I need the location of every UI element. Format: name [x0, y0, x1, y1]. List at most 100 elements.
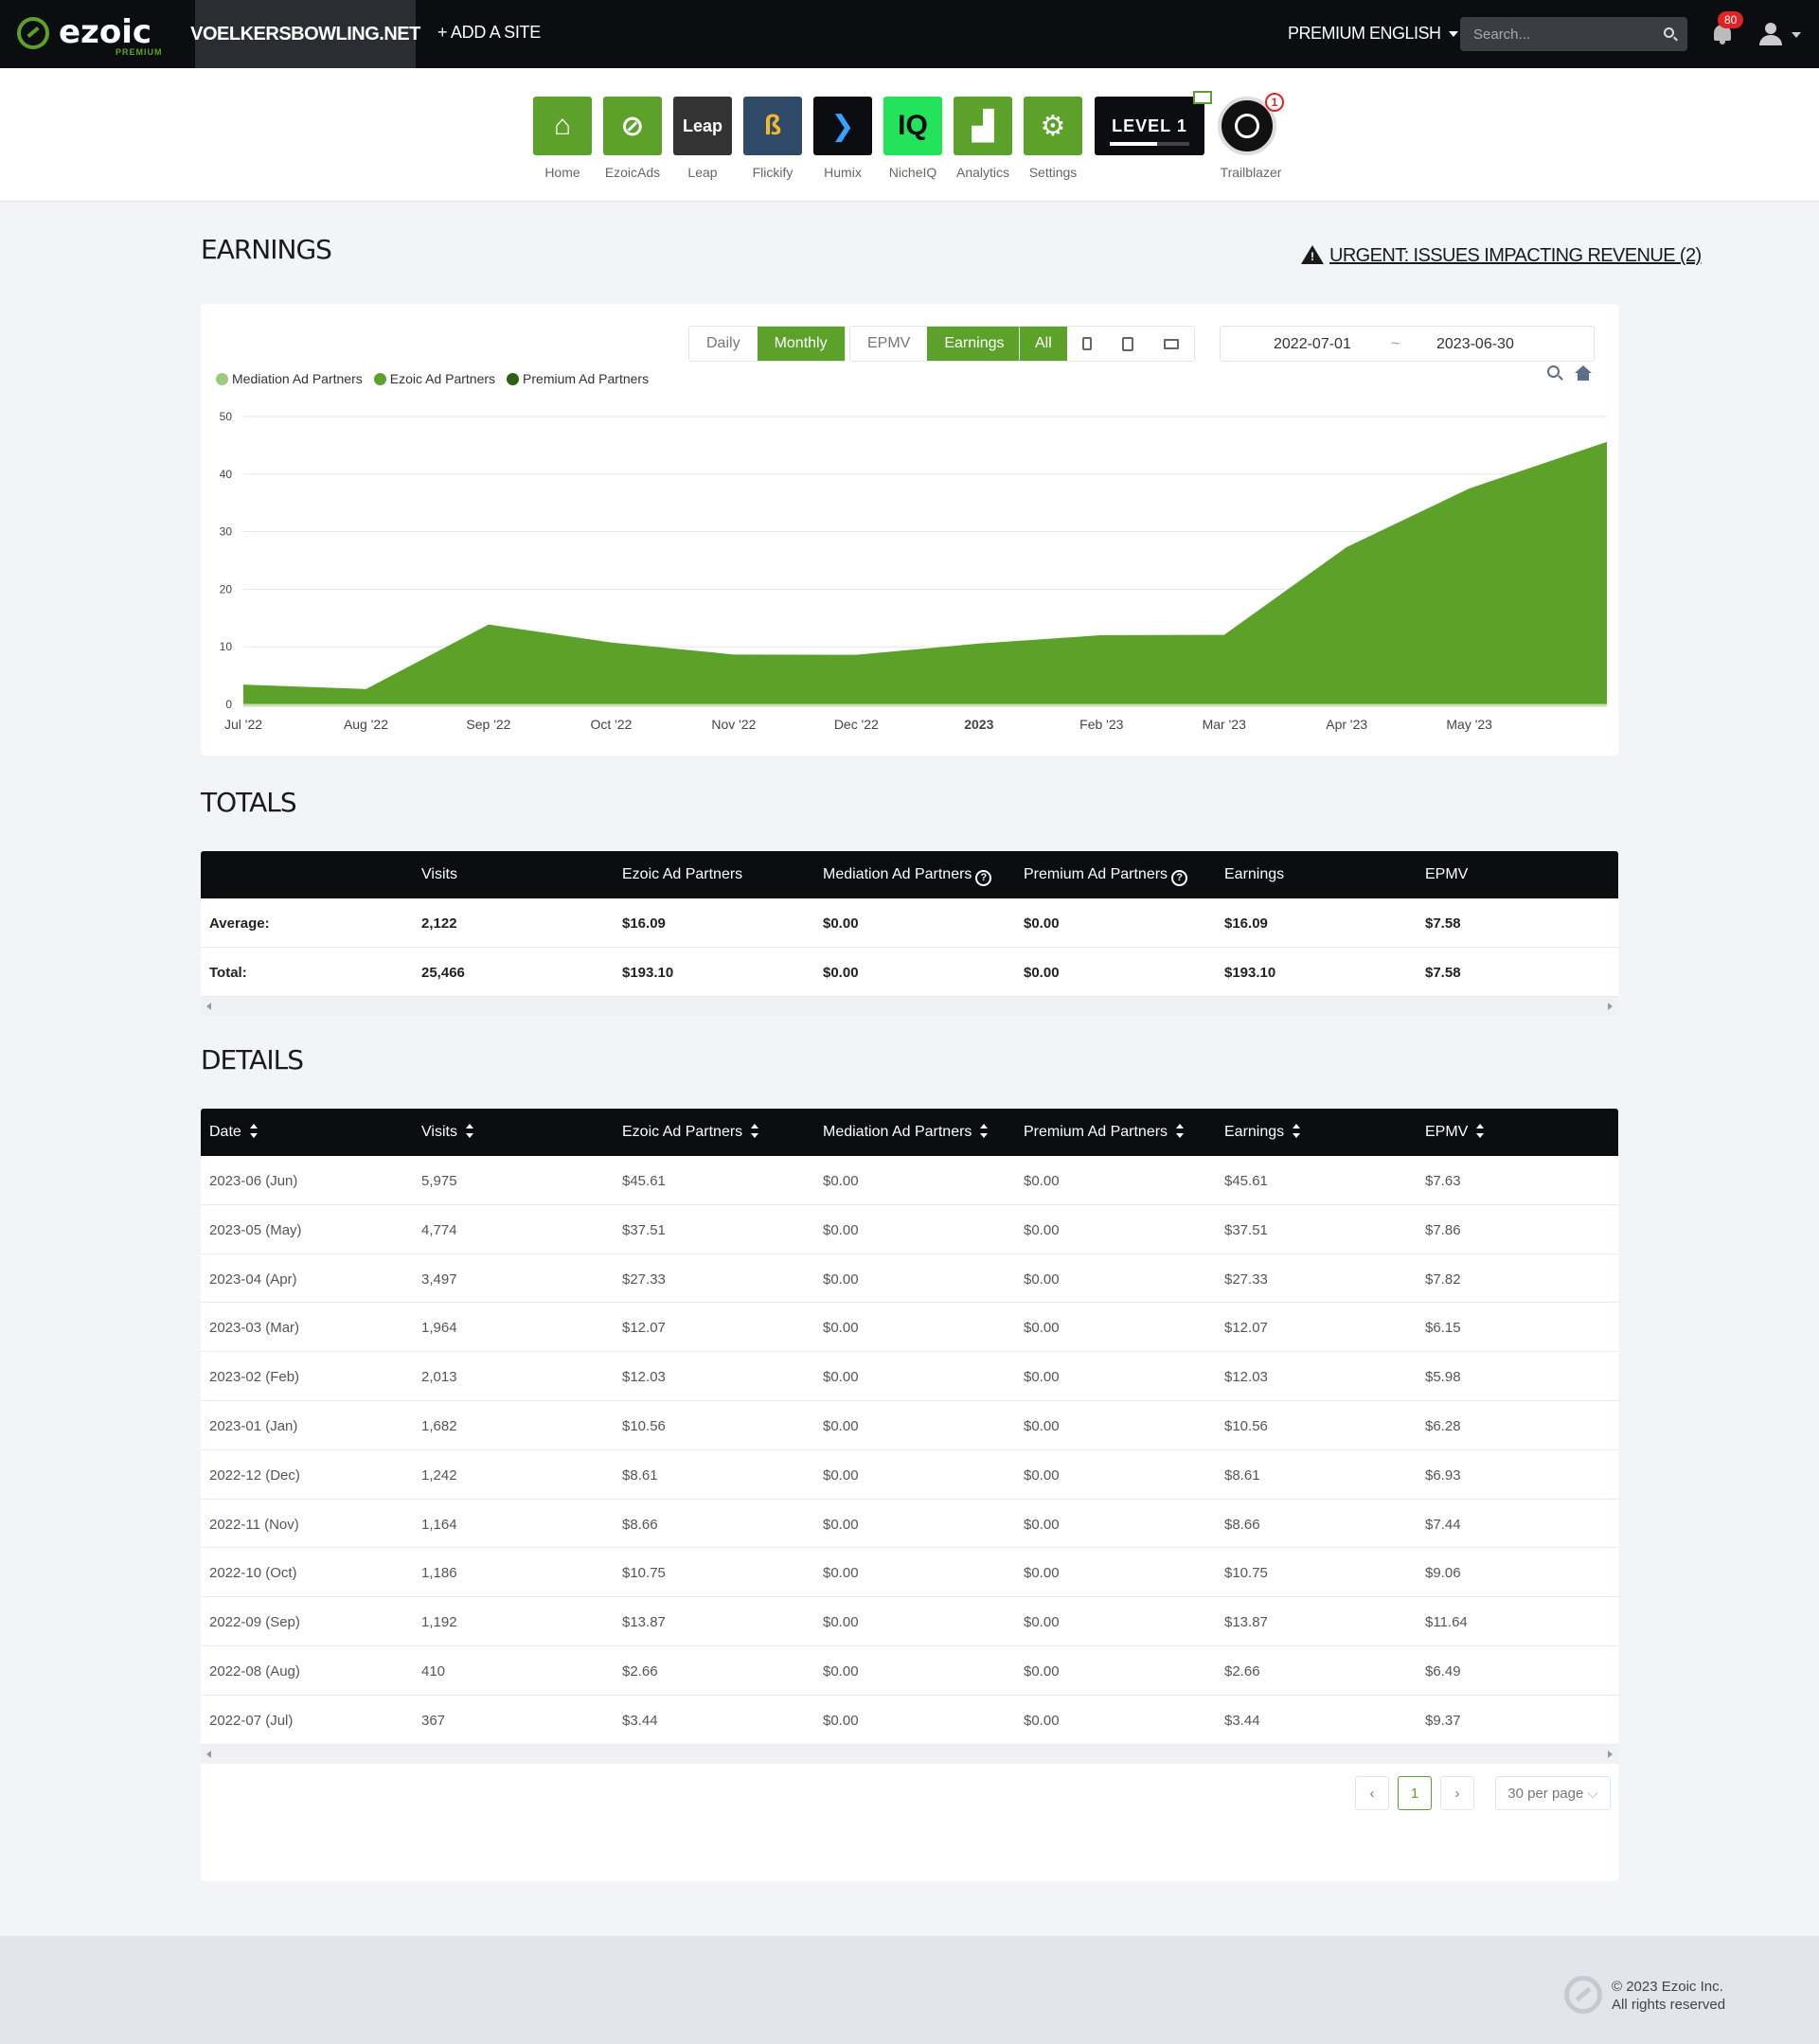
table-cell: 1,164	[421, 1516, 457, 1533]
add-site-link[interactable]: + ADD A SITE	[437, 23, 541, 42]
leap-icon: Leap	[673, 97, 732, 155]
legend-premium[interactable]: Premium Ad Partners	[507, 371, 649, 386]
scroll-right-icon[interactable]	[1608, 1003, 1613, 1010]
table-cell: 2023-01 (Jan)	[209, 1417, 298, 1434]
date-range-picker[interactable]: 2022-07-01 ~ 2023-06-30	[1220, 326, 1595, 362]
table-cell: $12.03	[1224, 1369, 1268, 1386]
monthly-button[interactable]: Monthly	[757, 327, 845, 361]
sort-icon[interactable]	[750, 1124, 759, 1139]
details-header-cell[interactable]: Ezoic Ad Partners	[622, 1124, 759, 1141]
earnings-button[interactable]: Earnings	[927, 327, 1022, 361]
bell-icon[interactable]	[1712, 23, 1733, 45]
details-header-cell[interactable]: Date	[209, 1124, 259, 1141]
app-humix[interactable]: ❯ Humix	[813, 97, 872, 180]
device-toggle: All	[1019, 326, 1195, 362]
details-scrollbar[interactable]	[201, 1744, 1618, 1764]
table-cell: $3.44	[622, 1712, 658, 1729]
table-cell: $6.49	[1425, 1662, 1461, 1680]
header-label: Ezoic Ad Partners	[622, 866, 743, 882]
header-label: EPMV	[1425, 866, 1469, 882]
language-dropdown[interactable]: ENGLISH	[1369, 24, 1458, 44]
table-cell: $9.37	[1425, 1712, 1461, 1729]
details-header-cell[interactable]: Mediation Ad Partners	[823, 1124, 989, 1141]
app-ezoicads[interactable]: ⊘ EzoicAds	[603, 97, 662, 180]
app-label: Analytics	[955, 165, 1010, 180]
x-tick-label: Sep '22	[466, 717, 510, 732]
scroll-right-icon[interactable]	[1608, 1750, 1613, 1758]
table-cell: $8.66	[1224, 1516, 1260, 1533]
table-cell: $7.58	[1425, 915, 1461, 932]
logo-text: ezoic	[59, 13, 152, 51]
scroll-left-icon[interactable]	[206, 1750, 211, 1758]
site-selector[interactable]: VOELKERSBOWLING.NET	[190, 0, 420, 68]
urgent-issues-link[interactable]: ! URGENT: ISSUES IMPACTING REVENUE (2)	[1301, 245, 1702, 267]
details-header-cell[interactable]: Earnings	[1224, 1124, 1301, 1141]
table-cell: $10.75	[1224, 1565, 1268, 1582]
ezoic-area-series	[243, 441, 1607, 704]
sort-icon[interactable]	[249, 1124, 259, 1139]
per-page-select[interactable]: 30 per page ⌵	[1495, 1776, 1611, 1810]
footer: © 2023 Ezoic Inc. All rights reserved	[0, 1936, 1819, 2044]
app-flickify[interactable]: ß Flickify	[743, 97, 802, 180]
table-cell: $0.00	[823, 1271, 859, 1288]
table-cell: $27.33	[622, 1271, 666, 1288]
page-1-button[interactable]: 1	[1398, 1776, 1432, 1810]
legend-mediation[interactable]: Mediation Ad Partners	[216, 371, 363, 386]
table-cell: $0.00	[1024, 1271, 1060, 1288]
trailblazer-app[interactable]: 1 Trailblazer	[1218, 93, 1284, 180]
table-cell: $0.00	[1024, 1712, 1060, 1729]
app-analytics[interactable]: ▟ Analytics	[954, 97, 1012, 180]
epmv-button[interactable]: EPMV	[867, 335, 911, 351]
table-cell: $0.00	[823, 1614, 859, 1631]
totals-scrollbar[interactable]	[201, 997, 1618, 1016]
app-home[interactable]: ⌂ Home	[533, 97, 592, 180]
help-icon[interactable]: ?	[1171, 870, 1188, 886]
details-header-cell[interactable]: Premium Ad Partners	[1024, 1124, 1185, 1141]
device-tablet-button[interactable]	[1107, 327, 1149, 361]
reset-zoom-home-icon[interactable]	[1575, 365, 1592, 381]
table-cell: $8.61	[622, 1466, 658, 1484]
app-settings[interactable]: ⚙ Settings	[1024, 97, 1082, 180]
device-mobile-button[interactable]	[1067, 327, 1107, 361]
user-icon[interactable]	[1759, 23, 1782, 45]
details-header-cell[interactable]: Visits	[421, 1124, 474, 1141]
sort-icon[interactable]	[979, 1124, 989, 1139]
totals-header-cell: Mediation Ad Partners?	[823, 866, 992, 886]
y-tick-label: 0	[225, 698, 232, 711]
x-tick-label: Nov '22	[711, 717, 756, 732]
date-from: 2022-07-01	[1274, 336, 1351, 352]
sort-icon[interactable]	[1475, 1124, 1485, 1139]
language-label: ENGLISH	[1369, 24, 1441, 43]
next-page-button[interactable]: ›	[1440, 1776, 1474, 1810]
app-leap[interactable]: Leap Leap	[673, 97, 732, 180]
ezoic-logo[interactable]: ezoic PREMIUM	[17, 11, 169, 57]
table-cell: $10.75	[622, 1565, 666, 1582]
user-chevron-down-icon[interactable]	[1792, 32, 1801, 38]
table-cell: 2022-08 (Aug)	[209, 1662, 300, 1680]
details-header-cell[interactable]: EPMV	[1425, 1124, 1485, 1141]
table-cell: $0.00	[1024, 1614, 1060, 1631]
app-nicheiq[interactable]: IQ NicheIQ	[883, 97, 942, 180]
search-input[interactable]	[1460, 17, 1659, 51]
sort-icon[interactable]	[465, 1124, 474, 1139]
table-cell: $193.10	[1224, 965, 1276, 981]
table-row: 2022-09 (Sep) 1,192 $13.87 $0.00 $0.00 $13.87…	[201, 1597, 1618, 1646]
table-cell: $16.09	[622, 915, 666, 932]
warning-icon: !	[1301, 245, 1324, 264]
premium-link[interactable]: PREMIUM	[1288, 24, 1365, 43]
zoom-icon[interactable]	[1547, 365, 1560, 378]
sort-icon[interactable]	[1175, 1124, 1185, 1139]
x-tick-label: Oct '22	[590, 717, 632, 732]
sort-icon[interactable]	[1292, 1124, 1301, 1139]
mail-icon[interactable]	[1193, 91, 1212, 104]
help-icon[interactable]: ?	[975, 870, 992, 886]
level-badge[interactable]: LEVEL 1	[1095, 97, 1204, 155]
search-icon[interactable]	[1664, 27, 1674, 38]
device-desktop-button[interactable]	[1149, 327, 1194, 361]
legend-ezoic[interactable]: Ezoic Ad Partners	[373, 371, 495, 386]
prev-page-button[interactable]: ‹	[1355, 1776, 1389, 1810]
x-tick-label: Mar '23	[1203, 717, 1246, 732]
device-all-button[interactable]: All	[1020, 327, 1067, 361]
daily-button[interactable]: Daily	[706, 335, 740, 351]
scroll-left-icon[interactable]	[206, 1003, 211, 1010]
